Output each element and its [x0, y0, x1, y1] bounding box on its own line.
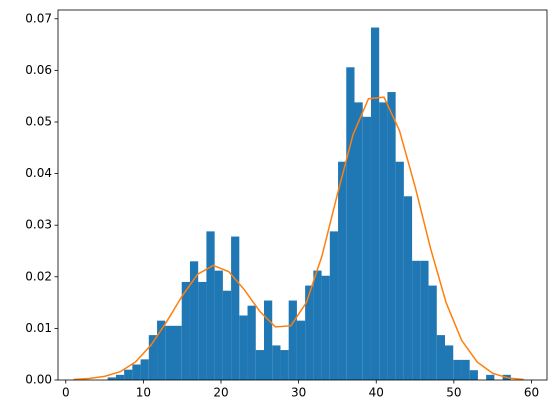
bar — [124, 369, 133, 380]
bar — [247, 305, 256, 380]
bar — [165, 325, 174, 380]
y-tick-label: 0.03 — [25, 218, 52, 232]
x-tick-label: 50 — [446, 386, 461, 400]
bar — [321, 275, 330, 380]
density-line — [73, 96, 524, 381]
x-tick-label: 20 — [213, 386, 228, 400]
bar — [173, 325, 182, 380]
bar — [453, 359, 462, 380]
x-tick-label: 60 — [524, 386, 539, 400]
bar — [420, 260, 429, 380]
x-tick-label: 10 — [136, 386, 151, 400]
bar — [288, 300, 297, 380]
bar — [206, 231, 215, 380]
bar — [346, 67, 355, 380]
bar — [222, 290, 232, 380]
y-tick-label: 0.07 — [25, 11, 52, 25]
x-tick-label: 40 — [369, 386, 384, 400]
bar — [354, 102, 363, 381]
bar — [412, 260, 421, 380]
bar — [132, 364, 141, 380]
y-tick-label: 0.00 — [25, 373, 52, 387]
bar — [181, 281, 190, 380]
y-tick-label: 0.01 — [25, 321, 52, 335]
bar — [255, 350, 265, 380]
x-tick-label: 30 — [291, 386, 306, 400]
bar — [313, 270, 322, 380]
y-tick-label: 0.04 — [25, 166, 52, 180]
bar — [214, 270, 223, 380]
bar — [115, 374, 125, 380]
bar — [157, 320, 166, 380]
bar — [296, 320, 306, 380]
bar — [403, 196, 413, 380]
bar — [148, 335, 158, 380]
bar — [469, 370, 478, 380]
bar — [395, 161, 404, 380]
bar — [264, 300, 273, 380]
bar — [239, 315, 248, 380]
bar — [445, 345, 454, 380]
bar — [272, 345, 281, 380]
bar — [329, 231, 339, 380]
x-tick-label: 0 — [62, 386, 70, 400]
bar — [428, 285, 437, 380]
bar — [140, 359, 149, 380]
bar — [198, 281, 207, 380]
bar — [280, 350, 289, 380]
bar — [338, 161, 347, 380]
y-tick-label: 0.06 — [25, 63, 52, 77]
bar — [486, 374, 495, 380]
bar — [189, 261, 199, 380]
bar — [107, 377, 116, 380]
bar — [362, 116, 371, 381]
y-tick-label: 0.05 — [25, 114, 52, 128]
y-tick-label: 0.02 — [25, 269, 52, 283]
bar — [461, 359, 470, 380]
bar — [387, 92, 396, 381]
bar — [379, 102, 388, 381]
bar — [305, 285, 314, 380]
bar — [370, 27, 380, 381]
bar — [231, 236, 240, 380]
bar — [436, 335, 446, 380]
plot-frame — [57, 9, 548, 381]
